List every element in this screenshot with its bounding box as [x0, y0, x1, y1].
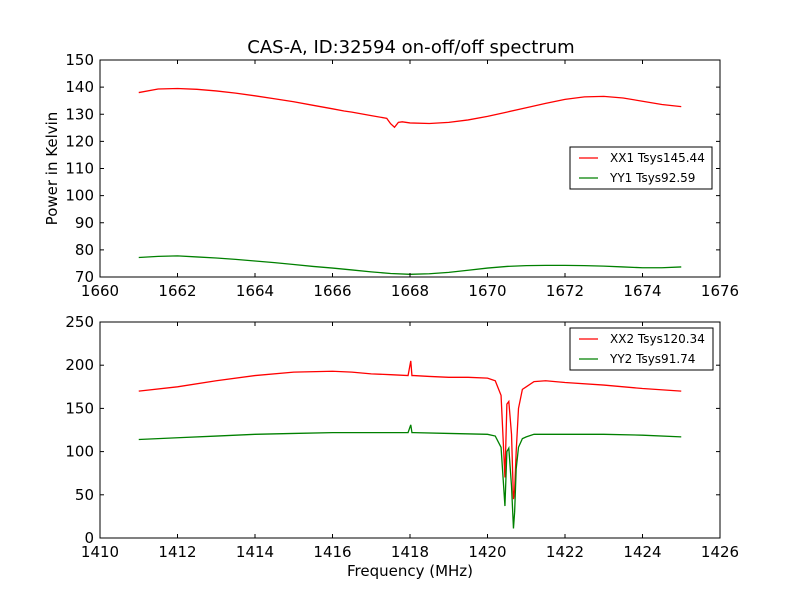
- top-x-tick-label: 1664: [236, 282, 274, 300]
- top-y-tick-label: 70: [75, 268, 94, 286]
- bottom-y-tick-label: 50: [75, 486, 94, 504]
- top-x-tick-label: 1660: [81, 282, 119, 300]
- bottom-x-tick-label: 1420: [468, 543, 506, 561]
- top-legend-box: [569, 146, 713, 190]
- top-series-line-1: [138, 87, 682, 129]
- bottom-x-tick-label: 1416: [313, 543, 351, 561]
- bottom-x-tick-label: 1422: [546, 543, 584, 561]
- bottom-y-tick-label: 250: [65, 313, 94, 331]
- top-y-tick-label: 90: [75, 214, 94, 232]
- top-y-tick-label: 120: [65, 132, 94, 150]
- bottom-panel: 1410 1412 1414 1416 1418 1420 1422 1424 1426 0 50 1…: [65, 313, 739, 580]
- top-x-tick-label: 1670: [468, 282, 506, 300]
- top-y-axis-label: Power in Kelvin: [43, 112, 61, 226]
- bottom-y-tick-label: 200: [65, 356, 94, 374]
- bottom-y-tick-label: 0: [84, 529, 94, 547]
- bottom-legend-box: [569, 327, 714, 371]
- bottom-x-tick-label: 1410: [81, 543, 119, 561]
- bottom-series-line-1: [138, 360, 682, 500]
- top-y-tick-label: 130: [65, 105, 94, 123]
- top-series-line-2: [138, 255, 682, 275]
- top-x-tick-label: 1662: [158, 282, 196, 300]
- bottom-legend-label-1: XX2 Tsys120.34: [610, 332, 705, 346]
- bottom-x-tick-label: 1426: [701, 543, 739, 561]
- top-y-tick-label: 140: [65, 78, 94, 96]
- top-panel: 1660 1662 1664 1666 1668 1670 1672 1674 1676 70 80…: [43, 51, 739, 300]
- bottom-series-line-2: [138, 424, 682, 529]
- bottom-x-tick-label: 1424: [623, 543, 661, 561]
- top-x-tick-label: 1676: [701, 282, 739, 300]
- bottom-y-tick-label: 100: [65, 443, 94, 461]
- bottom-legend: XX2 Tsys120.34 YY2 Tsys91.74: [569, 327, 714, 371]
- top-y-tick-label: 110: [65, 160, 94, 178]
- top-x-tick-label: 1668: [391, 282, 429, 300]
- bottom-x-tick-label: 1412: [158, 543, 196, 561]
- top-legend-label-1: XX1 Tsys145.44: [610, 151, 705, 165]
- top-y-tick-label: 100: [65, 187, 94, 205]
- top-x-tick-label: 1674: [623, 282, 661, 300]
- figure-title: CAS-A, ID:32594 on-off/off spectrum: [247, 37, 574, 58]
- bottom-x-tick-label: 1418: [391, 543, 429, 561]
- top-legend-label-2: YY1 Tsys92.59: [609, 171, 695, 185]
- bottom-x-tick-label: 1414: [236, 543, 274, 561]
- top-x-tick-label: 1672: [546, 282, 584, 300]
- bottom-y-tick-label: 150: [65, 399, 94, 417]
- top-y-tick-label: 80: [75, 241, 94, 259]
- top-legend: XX1 Tsys145.44 YY1 Tsys92.59: [569, 146, 713, 190]
- bottom-x-axis-label: Frequency (MHz): [347, 562, 473, 580]
- top-y-tick-label: 150: [65, 51, 94, 69]
- bottom-legend-label-2: YY2 Tsys91.74: [609, 352, 695, 366]
- top-x-tick-label: 1666: [313, 282, 351, 300]
